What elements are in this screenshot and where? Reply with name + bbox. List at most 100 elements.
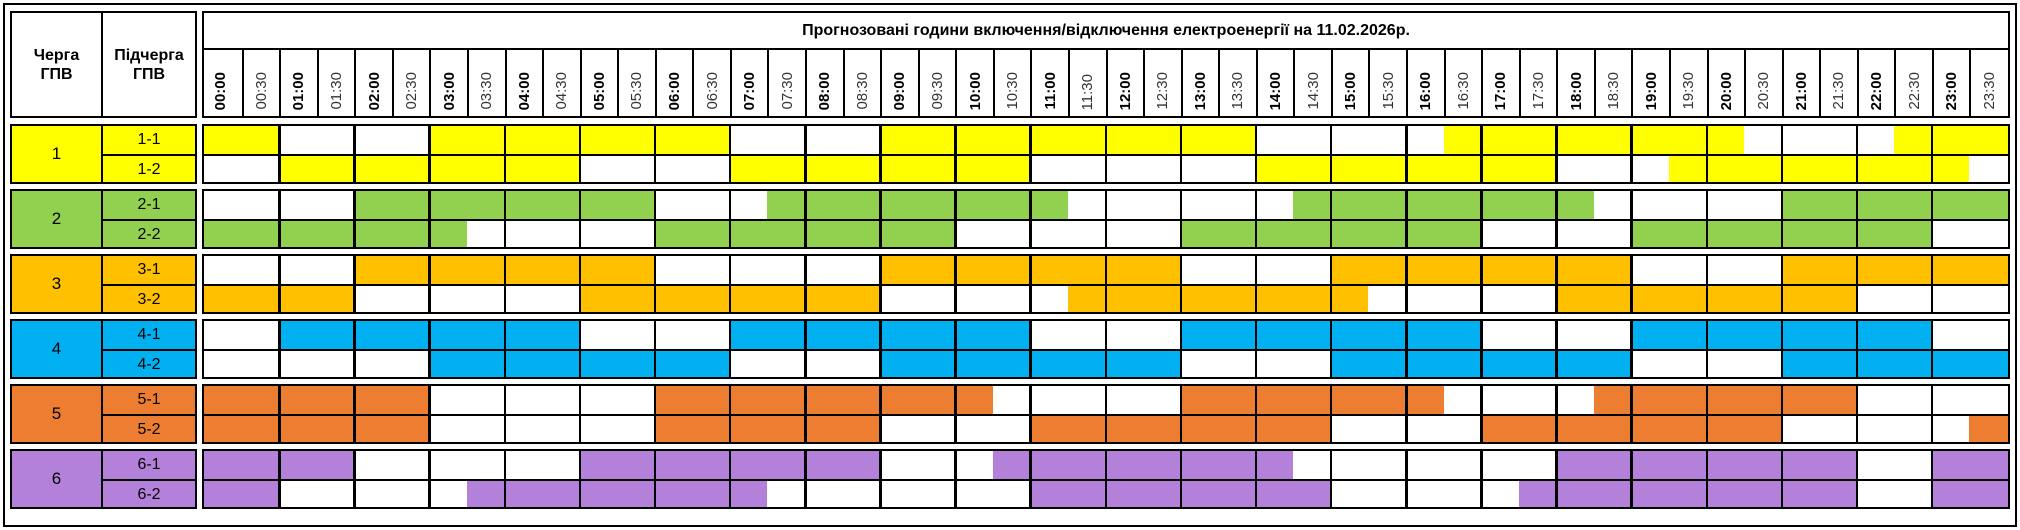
outage-slot — [767, 156, 806, 182]
hour-divider — [1179, 451, 1183, 507]
time-label: 05:30 — [628, 72, 646, 110]
outage-slot — [1481, 351, 1520, 377]
power-on-slot — [1406, 126, 1445, 154]
power-on-slot — [1143, 321, 1182, 349]
power-on-slot — [1330, 416, 1369, 442]
outage-slot — [955, 191, 994, 219]
hour-divider — [1930, 386, 1934, 442]
time-label: 02:00 — [365, 71, 383, 110]
outage-slot — [279, 451, 318, 479]
time-label: 07:30 — [778, 72, 796, 110]
power-on-slot — [1218, 256, 1257, 284]
outage-slot — [1105, 256, 1144, 284]
outage-slot — [429, 156, 468, 182]
outage-slot — [1218, 221, 1257, 247]
hour-divider — [1855, 386, 1859, 442]
time-label: 01:00 — [290, 71, 308, 110]
outage-slot — [805, 221, 844, 247]
subqueue-header: Підчерга ГПВ — [101, 11, 197, 118]
outage-slot — [504, 156, 543, 182]
queue-cell: 1 — [10, 124, 103, 184]
time-label: 05:00 — [590, 71, 608, 110]
time-label: 18:00 — [1567, 71, 1585, 110]
hour-divider — [1405, 451, 1408, 507]
outage-slot — [1631, 386, 1670, 414]
outage-slot — [992, 256, 1031, 284]
time-label: 10:00 — [966, 71, 984, 110]
time-slot-header: 05:30 — [617, 50, 655, 118]
power-on-slot — [1443, 416, 1482, 442]
outage-slot — [1744, 286, 1783, 312]
outage-slot — [1143, 416, 1182, 442]
outage-slot — [1781, 481, 1820, 507]
time-label: 00:00 — [212, 71, 230, 110]
outage-slot — [992, 191, 1031, 219]
hour-divider — [728, 126, 732, 182]
outage-slot — [1218, 386, 1257, 414]
outage-slot — [241, 286, 280, 312]
time-slot-header: 18:00 — [1556, 50, 1594, 118]
outage-slot — [1781, 156, 1820, 182]
power-on-slot — [617, 221, 656, 247]
time-slot-header: 12:00 — [1105, 50, 1144, 118]
power-on-slot — [1969, 221, 2008, 247]
power-on-slot — [992, 481, 1031, 507]
outage-slot — [1330, 351, 1369, 377]
hour-divider — [1104, 321, 1107, 377]
power-on-slot — [354, 451, 393, 479]
outage-slot — [842, 286, 881, 312]
power-on-slot — [1931, 321, 1970, 349]
power-on-slot — [1969, 321, 2008, 349]
outage-slot — [1556, 481, 1595, 507]
time-slot-header: 06:00 — [654, 50, 693, 118]
outage-slot — [842, 156, 881, 182]
power-on-slot — [1856, 386, 1895, 414]
outage-slot — [504, 126, 543, 154]
time-label: 21:30 — [1830, 72, 1848, 110]
outage-slot — [542, 351, 581, 377]
hour-divider — [954, 451, 957, 507]
outage-slot — [542, 321, 581, 349]
hour-divider — [1780, 321, 1784, 377]
hour-divider — [578, 321, 582, 377]
power-on-slot — [1067, 191, 1106, 219]
time-slot-header: 10:00 — [955, 50, 993, 118]
power-on-slot — [1931, 286, 1970, 312]
outage-slot — [1706, 451, 1745, 479]
outage-slot — [1255, 481, 1294, 507]
outage-slot — [1255, 321, 1294, 349]
hour-divider — [1254, 321, 1258, 377]
outage-slot — [1180, 416, 1219, 442]
outage-slot — [955, 321, 994, 349]
schedule-group-1 — [202, 124, 2010, 184]
outage-slot — [1819, 386, 1858, 414]
schedule-row — [204, 321, 2008, 349]
subqueue-block: 1-1 1-2 — [101, 124, 197, 184]
outage-slot — [617, 126, 656, 154]
outage-slot — [729, 286, 768, 312]
outage-slot — [1481, 416, 1520, 442]
outage-slot — [654, 126, 693, 154]
hour-divider — [653, 191, 657, 247]
power-on-slot — [466, 221, 505, 247]
outage-slot — [1218, 416, 1257, 442]
power-on-slot — [1406, 416, 1445, 442]
outage-slot — [805, 321, 844, 349]
power-on-slot — [1180, 351, 1219, 377]
outage-slot — [767, 221, 806, 247]
power-on-slot — [654, 191, 693, 219]
power-on-slot — [917, 416, 956, 442]
power-on-slot — [316, 191, 355, 219]
outage-slot — [692, 416, 731, 442]
outage-slot — [1067, 286, 1106, 312]
power-on-slot — [767, 256, 806, 284]
hour-divider — [1480, 126, 1483, 182]
outage-slot — [1105, 351, 1144, 377]
outage-slot — [466, 256, 505, 284]
outage-slot — [1556, 191, 1595, 219]
power-on-slot — [579, 221, 618, 247]
power-on-slot — [767, 351, 806, 377]
time-slot-header: 08:30 — [842, 50, 881, 118]
time-label: 17:30 — [1529, 72, 1547, 110]
power-on-slot — [1481, 286, 1520, 312]
